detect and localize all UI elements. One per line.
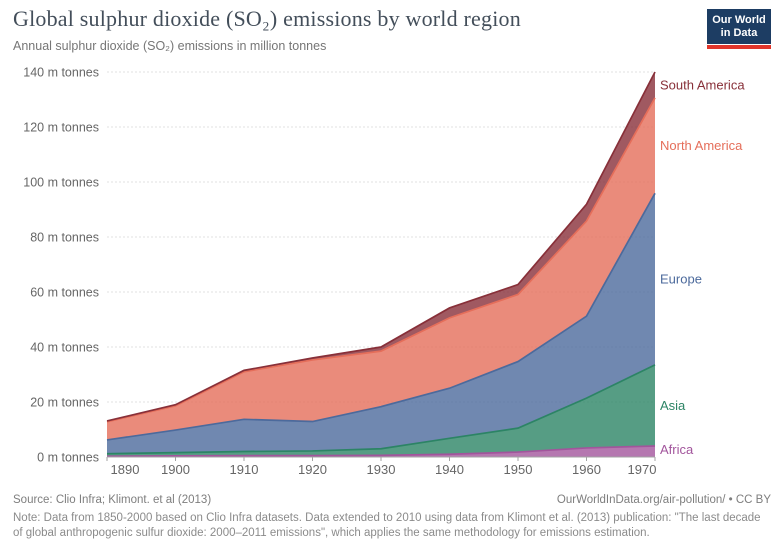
series-label-asia: Asia [660, 398, 686, 413]
license-text: • CC BY [725, 494, 771, 506]
x-tick-label-1910: 1910 [230, 462, 259, 477]
area-asia[interactable] [107, 364, 655, 457]
line-south-america [106, 71, 656, 422]
x-tick-label-1940: 1940 [435, 462, 464, 477]
page-title: Global sulphur dioxide (SO₂) emissions b… [13, 6, 521, 31]
series-label-africa: Africa [660, 442, 694, 457]
y-tick-label-140: 140 m tonnes [23, 66, 99, 80]
series-label-europe: Europe [660, 272, 702, 287]
owid-logo-box: Our World in Data [707, 9, 771, 44]
y-tick-label-0: 0 m tonnes [37, 451, 99, 465]
y-tick-label-100: 100 m tonnes [23, 176, 99, 190]
x-tick-label-1950: 1950 [504, 462, 533, 477]
owid-logo[interactable]: Our World in Data [707, 9, 771, 49]
x-tick-label-1930: 1930 [367, 462, 396, 477]
y-tick-label-40: 40 m tonnes [30, 341, 99, 355]
x-tick-label-1900: 1900 [161, 462, 190, 477]
x-tick-label-1890: 1890 [111, 462, 140, 477]
line-north-america [106, 97, 656, 423]
line-europe [106, 192, 656, 441]
y-tick-label-80: 80 m tonnes [30, 231, 99, 245]
owid-logo-accent-bar [707, 45, 771, 49]
chart-subtitle: Annual sulphur dioxide (SO₂) emissions i… [13, 39, 327, 53]
y-tick-label-20: 20 m tonnes [30, 396, 99, 410]
owid-url-link[interactable]: OurWorldInData.org/air-pollution/ [556, 494, 726, 506]
series-label-south-america: South America [660, 77, 745, 92]
source-text: Source: Clio Infra; Klimont. et al (2013… [13, 494, 212, 506]
area-north-america[interactable] [107, 97, 655, 440]
area-africa[interactable] [107, 446, 655, 457]
x-tick-label-1960: 1960 [572, 462, 601, 477]
series-label-north-america: North America [660, 138, 743, 153]
x-tick-label-1970: 1970 [628, 462, 657, 477]
owid-logo-line2: in Data [720, 26, 758, 39]
line-africa [106, 445, 656, 458]
y-tick-label-120: 120 m tonnes [23, 121, 99, 135]
line-asia [106, 364, 656, 455]
footer: Source: Clio Infra; Klimont. et al (2013… [13, 494, 771, 506]
x-tick-label-1920: 1920 [298, 462, 327, 477]
attribution: OurWorldInData.org/air-pollution/ • CC B… [557, 494, 771, 506]
owid-logo-line1: Our World [712, 13, 766, 26]
y-tick-label-60: 60 m tonnes [30, 286, 99, 300]
note-text: Note: Data from 1850-2000 based on Clio … [13, 512, 761, 539]
area-europe[interactable] [107, 193, 655, 454]
